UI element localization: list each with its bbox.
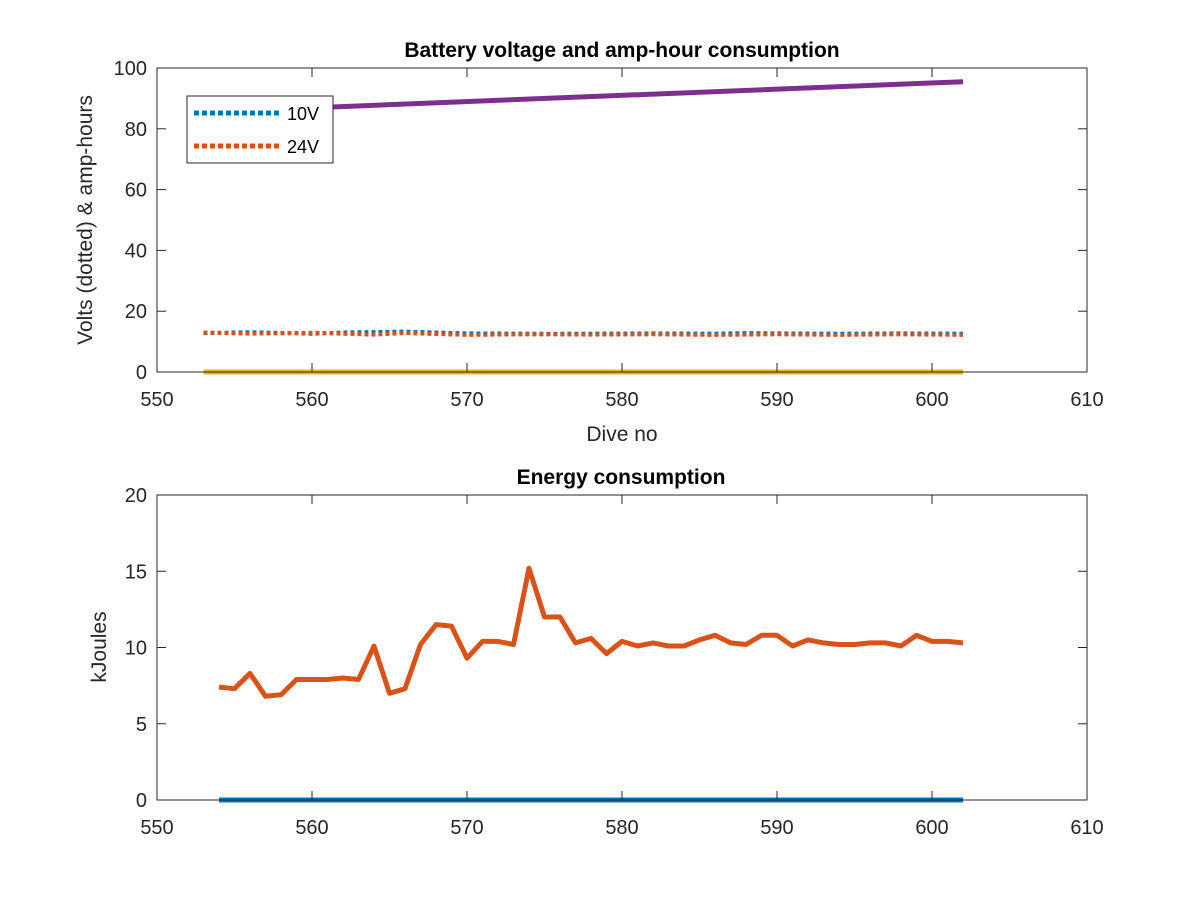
voltage-y-axis-label: Volts (dotted) & amp-hours — [74, 95, 97, 345]
voltage-x-tick-label: 580 — [605, 389, 638, 411]
legend-box — [186, 95, 334, 164]
energy-x-tick-label: 570 — [450, 817, 483, 839]
voltage-y-tick-label: 0 — [136, 362, 147, 384]
voltage-y-tick-label: 80 — [125, 119, 147, 141]
voltage-x-tick-label: 610 — [1070, 389, 1103, 411]
voltage-x-axis-label: Dive no — [586, 423, 657, 446]
energy-x-tick-label: 590 — [760, 817, 793, 839]
legend-label-10v: 10V — [287, 104, 319, 124]
energy-y-tick-label: 5 — [136, 714, 147, 736]
energy-y-tick-label: 10 — [125, 638, 147, 660]
energy-y-tick-label: 0 — [136, 790, 147, 812]
voltage-chart-title: Battery voltage and amp-hour consumption — [404, 39, 839, 62]
energy-y-axis-label: kJoules — [88, 611, 111, 682]
energy-x-tick-label: 580 — [605, 817, 638, 839]
energy-chart-title: Energy consumption — [517, 466, 726, 489]
voltage-x-tick-label: 550 — [140, 389, 173, 411]
energy-y-tick-label: 20 — [125, 485, 147, 507]
voltage-x-tick-label: 590 — [760, 389, 793, 411]
energy-series-line-1 — [218, 565, 964, 699]
energy-ticks: 550 560 570 580 590 600 610 0 5 10 15 20 — [125, 485, 1104, 839]
voltage-series-line-24v — [203, 330, 964, 337]
voltage-x-tick-label: 600 — [915, 389, 948, 411]
voltage-ticks: 550 560 570 580 590 600 610 0 20 40 60 80 100 — [114, 58, 1104, 411]
voltage-x-tick-label: 570 — [450, 389, 483, 411]
voltage-x-tick-label: 560 — [295, 389, 328, 411]
energy-x-tick-label: 560 — [295, 817, 328, 839]
voltage-y-tick-label: 100 — [114, 58, 147, 80]
energy-x-tick-label: 600 — [915, 817, 948, 839]
voltage-y-tick-label: 60 — [125, 180, 147, 202]
voltage-y-tick-label: 40 — [125, 240, 147, 262]
legend-label-24v: 24V — [287, 137, 319, 157]
voltage-y-tick-label: 20 — [125, 301, 147, 323]
energy-x-tick-label: 550 — [140, 817, 173, 839]
legend: 10V 24V — [186, 95, 334, 164]
energy-y-tick-label: 15 — [125, 561, 147, 583]
voltage-panel: 550 560 570 580 590 600 610 0 20 40 60 80 100 Batter… — [74, 39, 1104, 446]
energy-x-tick-label: 610 — [1070, 817, 1103, 839]
energy-panel: 550 560 570 580 590 600 610 0 5 10 15 20 Energy con… — [88, 466, 1104, 839]
